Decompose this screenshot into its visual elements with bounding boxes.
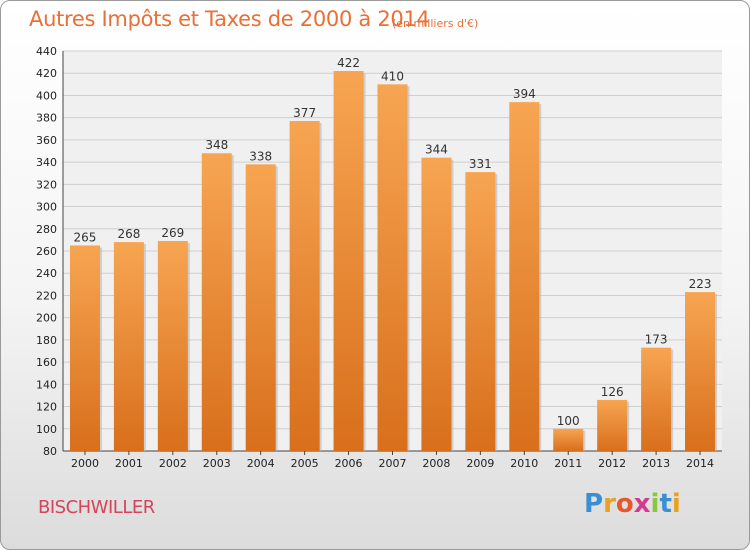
data-label: 348: [205, 138, 228, 152]
x-tick-label: 2002: [159, 457, 187, 470]
bar-2003: [201, 153, 232, 451]
logo-letter: x: [633, 489, 651, 519]
bar-2010: [509, 102, 540, 451]
data-label: 377: [293, 106, 316, 120]
city-name: BISCHWILLER: [38, 497, 155, 518]
y-tick-label: 200: [36, 312, 57, 325]
x-tick-label: 2000: [71, 457, 99, 470]
data-label: 394: [513, 87, 536, 101]
data-label: 410: [381, 69, 404, 83]
y-tick-label: 100: [36, 423, 57, 436]
x-tick-label: 2003: [203, 457, 231, 470]
y-tick-label: 120: [36, 401, 57, 414]
data-label: 223: [689, 277, 712, 291]
y-tick-label: 420: [36, 67, 57, 80]
x-tick-label: 2009: [466, 457, 494, 470]
y-tick-label: 240: [36, 267, 57, 280]
y-tick-label: 400: [36, 89, 57, 102]
chart-subtitle: (en milliers d'€): [392, 17, 479, 30]
bar-2007: [377, 84, 408, 451]
data-label: 331: [469, 157, 492, 171]
y-tick-label: 380: [36, 112, 57, 125]
x-tick-label: 2012: [598, 457, 626, 470]
x-tick-label: 2014: [686, 457, 714, 470]
data-label: 422: [337, 56, 360, 70]
y-tick-label: 280: [36, 223, 57, 236]
bar-2000: [69, 245, 100, 451]
bar-2004: [245, 164, 276, 452]
bar-2002: [157, 241, 188, 451]
bar-2005: [289, 121, 320, 451]
bar-2009: [465, 172, 496, 451]
logo-letter: t: [659, 489, 672, 519]
logo-letter: o: [615, 489, 634, 519]
bar-2011: [553, 428, 584, 451]
y-tick-label: 340: [36, 156, 57, 169]
bar-2001: [113, 242, 144, 451]
x-tick-label: 2004: [247, 457, 275, 470]
y-tick-label: 80: [43, 445, 57, 458]
chart-title: Autres Impôts et Taxes de 2000 à 2014: [29, 7, 430, 31]
data-label: 338: [249, 149, 272, 163]
proxiti-logo: Proxiti: [584, 489, 681, 519]
y-tick-label: 220: [36, 289, 57, 302]
y-tick-label: 360: [36, 134, 57, 147]
x-tick-label: 2008: [422, 457, 450, 470]
x-tick-label: 2007: [379, 457, 407, 470]
data-label: 268: [117, 227, 140, 241]
logo-letter: i: [650, 489, 660, 519]
bar-2006: [333, 71, 364, 451]
data-label: 100: [557, 414, 580, 428]
data-label: 126: [601, 385, 624, 399]
data-label: 344: [425, 143, 448, 157]
data-label: 269: [161, 226, 184, 240]
x-tick-label: 2001: [115, 457, 143, 470]
bar-2008: [421, 157, 452, 451]
y-tick-label: 440: [36, 45, 57, 58]
logo-letter: r: [603, 489, 616, 519]
logo-letter: i: [671, 489, 681, 519]
x-tick-label: 2010: [510, 457, 538, 470]
y-tick-label: 140: [36, 378, 57, 391]
y-tick-label: 320: [36, 178, 57, 191]
x-tick-label: 2011: [554, 457, 582, 470]
data-label: 173: [645, 333, 668, 347]
y-tick-label: 260: [36, 245, 57, 258]
bar-2012: [597, 399, 628, 451]
bar-2014: [685, 292, 716, 451]
y-tick-label: 300: [36, 201, 57, 214]
y-tick-label: 180: [36, 334, 57, 347]
logo-letter: P: [584, 489, 604, 519]
x-tick-label: 2006: [335, 457, 363, 470]
x-tick-label: 2013: [642, 457, 670, 470]
x-tick-label: 2005: [291, 457, 319, 470]
bar-2013: [641, 347, 672, 451]
y-tick-label: 160: [36, 356, 57, 369]
data-label: 265: [74, 230, 97, 244]
